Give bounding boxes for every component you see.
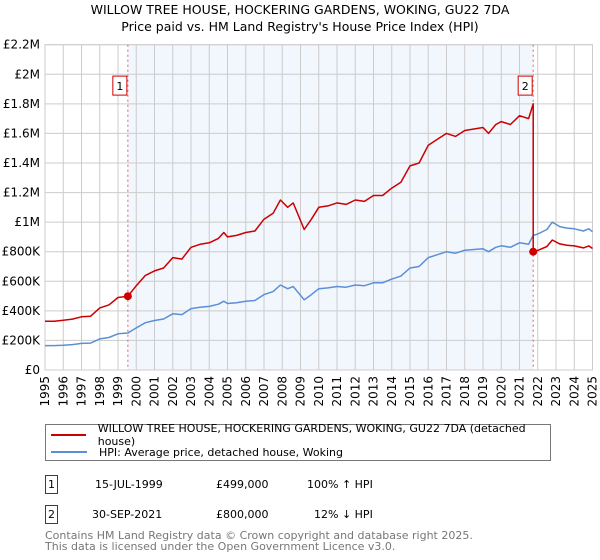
y-tick-label: £1M xyxy=(14,215,40,229)
x-tick-label: 1997 xyxy=(75,376,89,407)
x-tick-label: 2025 xyxy=(586,376,600,407)
x-tick-label: 2016 xyxy=(421,376,435,407)
x-tick-label: 2009 xyxy=(294,376,308,407)
chart-title: WILLOW TREE HOUSE, HOCKERING GARDENS, WO… xyxy=(90,2,510,17)
sale-price: £800,000 xyxy=(216,508,269,521)
legend-swatch-red xyxy=(51,434,86,436)
y-tick-label: £600K xyxy=(2,274,42,288)
footer-copyright: Contains HM Land Registry data © Crown c… xyxy=(45,529,473,542)
x-tick-label: 2017 xyxy=(440,376,454,407)
x-tick-label: 2004 xyxy=(202,376,216,407)
y-tick-label: £1.8M xyxy=(3,97,40,111)
hpi-line xyxy=(45,221,593,347)
y-tick-label: £200K xyxy=(2,333,42,347)
chart-subtitle: Price paid vs. HM Land Registry's House … xyxy=(121,19,479,34)
sale-label-box xyxy=(112,75,128,96)
legend-item-hpi: HPI: Average price, detached house, Woki… xyxy=(51,444,343,460)
price-chart: £0 £200K £400K £600K £800K £1M £1.2M £1.4M £1.6M… xyxy=(2,38,600,407)
x-tick-label: 2020 xyxy=(494,376,508,407)
y-tick-label: £0 xyxy=(25,363,40,377)
x-tick-label: 2023 xyxy=(549,376,563,407)
y-tick-label: £1.6M xyxy=(3,126,40,140)
legend-label: WILLOW TREE HOUSE, HOCKERING GARDENS, WO… xyxy=(97,422,526,448)
legend-label: HPI: Average price, detached house, Woki… xyxy=(99,445,343,459)
sale-row: 2 30-SEP-2021 £800,000 12% ↓ HPI xyxy=(45,505,565,525)
y-tick-label: £2M xyxy=(14,67,40,81)
x-tick-label: 2002 xyxy=(166,376,180,407)
y-tick-label: £400K xyxy=(2,304,42,318)
x-tick-label: 2024 xyxy=(567,376,581,407)
sale-row: 1 15-JUL-1999 £499,000 100% ↑ HPI xyxy=(45,475,565,495)
shaded-ownership-period xyxy=(127,44,534,370)
x-tick-label: 2011 xyxy=(330,376,344,407)
sale-hpi-change: 12% ↓ HPI xyxy=(314,508,373,521)
x-tick-label: 2014 xyxy=(385,376,399,407)
x-tick-label: 2001 xyxy=(148,376,162,407)
x-tick-label: 1998 xyxy=(93,376,107,407)
x-tick-label: 2000 xyxy=(129,376,143,407)
sale-hpi-change: 100% ↑ HPI xyxy=(307,478,373,491)
x-tick-label: 2010 xyxy=(312,376,326,407)
y-tick-label: £1.2M xyxy=(3,186,40,200)
sale-label: 2 xyxy=(522,80,529,93)
x-tick-label: 2006 xyxy=(239,376,253,407)
x-tick-label: 1996 xyxy=(56,376,70,407)
plot-frame xyxy=(44,44,593,371)
x-tick-label: 2021 xyxy=(513,376,527,407)
x-tick-label: 2018 xyxy=(458,376,472,407)
x-tick-label: 2005 xyxy=(221,376,235,407)
x-tick-label: 1999 xyxy=(111,376,125,407)
property-price-line xyxy=(45,103,593,322)
legend-swatch-blue xyxy=(51,451,87,453)
y-tick-label: £2.2M xyxy=(3,38,40,52)
sale-point xyxy=(123,292,132,301)
sale-label-box xyxy=(517,75,533,96)
footer-licence: This data is licensed under the Open Gov… xyxy=(45,540,396,553)
x-tick-label: 2007 xyxy=(257,376,271,407)
x-tick-label: 2008 xyxy=(275,376,289,407)
y-tick-label: £800K xyxy=(2,245,42,259)
sale-point xyxy=(529,247,538,256)
sale-date: 15-JUL-1999 xyxy=(95,478,163,491)
sale-date: 30-SEP-2021 xyxy=(92,508,163,521)
sale-price: £499,000 xyxy=(216,478,269,491)
x-tick-label: 2003 xyxy=(184,376,198,407)
sale-label: 1 xyxy=(116,80,123,93)
x-tick-label: 2015 xyxy=(403,376,417,407)
x-tick-label: 2012 xyxy=(348,376,362,407)
legend-item-property: WILLOW TREE HOUSE, HOCKERING GARDENS, WO… xyxy=(51,422,550,448)
sale-badge: 2 xyxy=(45,505,58,524)
x-tick-label: 2022 xyxy=(531,376,545,407)
legend: WILLOW TREE HOUSE, HOCKERING GARDENS, WO… xyxy=(45,422,551,461)
x-tick-label: 2019 xyxy=(476,376,490,407)
x-tick-label: 2013 xyxy=(367,376,381,407)
y-tick-label: £1.4M xyxy=(3,156,40,170)
x-tick-label: 1995 xyxy=(38,376,52,407)
sale-badge: 1 xyxy=(45,475,58,494)
